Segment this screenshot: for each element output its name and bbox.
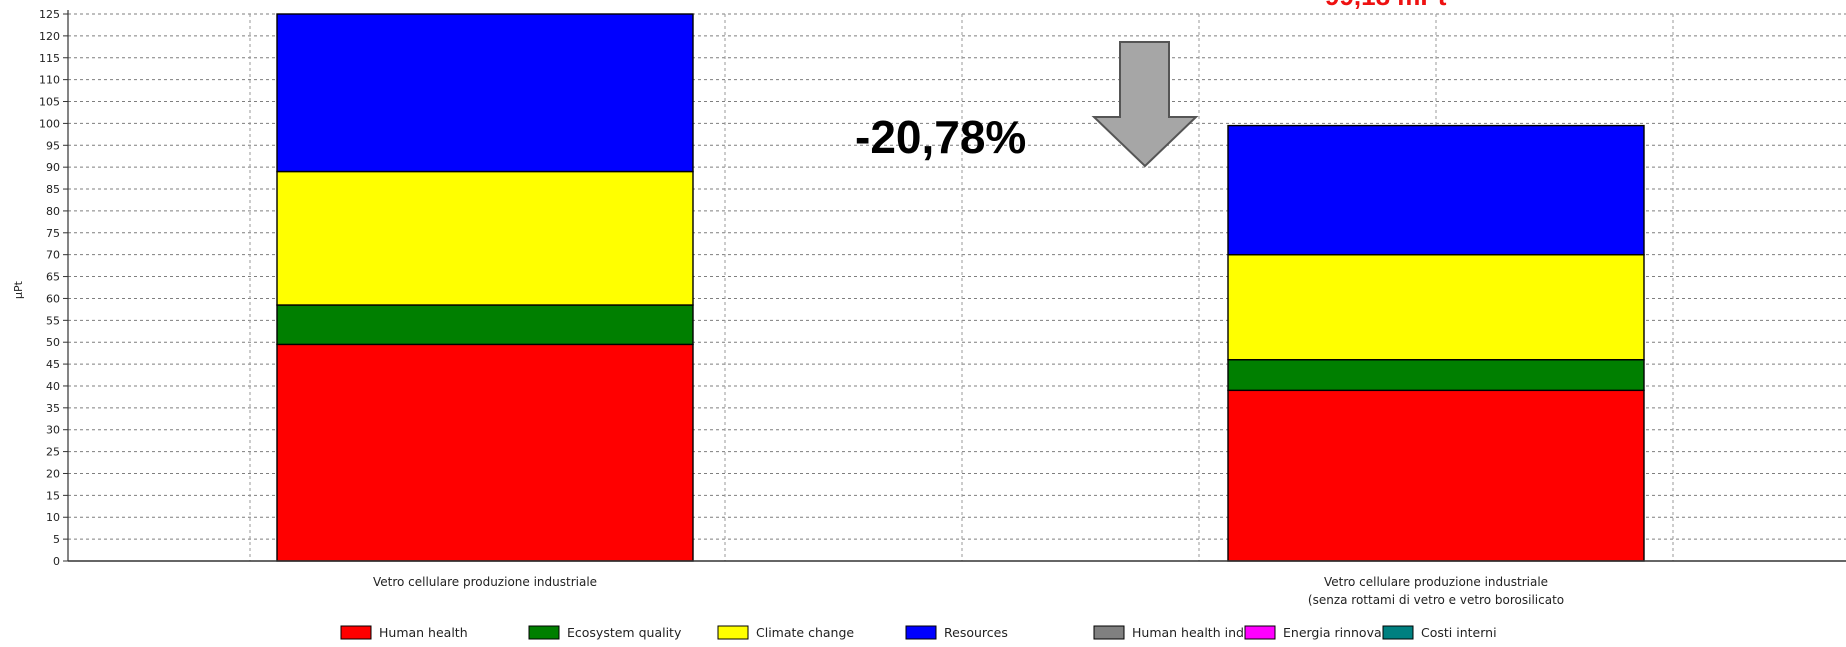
y-tick-label: 85	[46, 183, 60, 196]
y-tick-label: 15	[46, 489, 60, 502]
y-tick-label: 30	[46, 424, 60, 437]
y-tick-label: 35	[46, 402, 60, 415]
y-tick-label: 75	[46, 227, 60, 240]
bar-segment-climate-change	[276, 170, 694, 306]
y-tick-label: 70	[46, 249, 60, 262]
legend-label: Human health	[379, 625, 468, 640]
y-tick-label: 20	[46, 467, 60, 480]
legend-item: Costi interni	[1382, 625, 1497, 640]
legend-item: Climate change	[717, 625, 854, 640]
y-tick-label: 55	[46, 314, 60, 327]
y-tick-label: 60	[46, 292, 60, 305]
y-tick-label: 5	[53, 533, 60, 546]
y-tick-label: 25	[46, 446, 60, 459]
legend-item: Human health	[340, 625, 468, 640]
y-tick-label: 95	[46, 139, 60, 152]
legend-item: Energia rinnovabile	[1244, 625, 1405, 640]
y-tick-label: 125	[39, 8, 60, 21]
bar-segment-ecosystem-quality	[276, 304, 694, 346]
legend-swatch	[1244, 625, 1276, 640]
legend-swatch	[717, 625, 749, 640]
bar-group	[276, 13, 1645, 562]
legend-swatch	[340, 625, 372, 640]
y-axis-label: µPt	[12, 280, 25, 299]
legend: Human health Ecosystem quality Climate cha…	[340, 625, 1497, 640]
legend-label: Climate change	[756, 625, 854, 640]
legend-item: Ecosystem quality	[528, 625, 682, 640]
percent-change-label: -20,78%	[855, 111, 1026, 163]
y-tick-label: 65	[46, 271, 60, 284]
bar-segment-human-health	[276, 343, 694, 562]
bar-segment-resources	[1227, 124, 1645, 256]
x-category-label: (senza rottami di vetro e vetro borosili…	[1308, 593, 1564, 607]
y-tick-label: 120	[39, 30, 60, 43]
down-arrow-icon	[1091, 41, 1199, 168]
annotations: 99,18 mPt -20,78%	[855, 0, 1447, 168]
bar-segment-climate-change	[1227, 253, 1645, 361]
x-category-label: Vetro cellulare produzione industriale	[1324, 575, 1548, 589]
y-tick-label: 105	[39, 96, 60, 109]
y-tick-label: 90	[46, 161, 60, 174]
legend-swatch	[905, 625, 937, 640]
top-right-value-annotation: 99,18 mPt	[1325, 0, 1447, 11]
bar-segment-human-health	[1227, 389, 1645, 562]
y-tick-label: 10	[46, 511, 60, 524]
y-tick-label: 50	[46, 336, 60, 349]
y-tick-label: 110	[39, 74, 60, 87]
legend-item: Human health indoor	[1093, 625, 1265, 640]
y-tick-label: 80	[46, 205, 60, 218]
legend-label: Resources	[944, 625, 1008, 640]
legend-swatch	[1382, 625, 1414, 640]
y-tick-label: 40	[46, 380, 60, 393]
y-tick-label: 115	[39, 52, 60, 65]
legend-label: Costi interni	[1421, 625, 1497, 640]
legend-label: Energia rinnovabile	[1283, 625, 1405, 640]
legend-swatch	[528, 625, 560, 640]
bar-segment-resources	[276, 13, 694, 173]
category-labels: Vetro cellulare produzione industriale Ve…	[373, 575, 1564, 607]
legend-swatch	[1093, 625, 1125, 640]
y-tick-label: 0	[53, 555, 60, 568]
bar-segment-ecosystem-quality	[1227, 359, 1645, 392]
y-tick-label: 45	[46, 358, 60, 371]
legend-item: Resources	[905, 625, 1008, 640]
legend-label: Ecosystem quality	[567, 625, 682, 640]
x-category-label: Vetro cellulare produzione industriale	[373, 575, 597, 589]
y-axis: 0 5 10 15 20 25 30 35 40 45 50 55 60 65 70 75 80 85 90 95 10…	[12, 8, 1846, 568]
legend-label: Human health indoor	[1132, 625, 1265, 640]
y-tick-label: 100	[39, 117, 60, 130]
